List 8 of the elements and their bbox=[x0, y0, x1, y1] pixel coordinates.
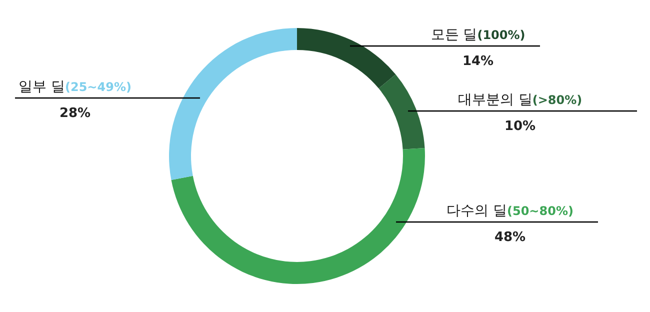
data-label: 10% bbox=[504, 119, 536, 134]
slice-label: 모든 딜(100%) bbox=[430, 27, 526, 43]
slice-label: 대부분의 딜(>80%) bbox=[458, 92, 582, 108]
data-label: 28% bbox=[59, 106, 91, 121]
data-label: 48% bbox=[494, 230, 526, 245]
data-label: 14% bbox=[462, 54, 494, 69]
slice-label: 일부 딜(25~49%) bbox=[18, 79, 132, 95]
slice-label: 다수의 딜(50~80%) bbox=[446, 203, 574, 219]
